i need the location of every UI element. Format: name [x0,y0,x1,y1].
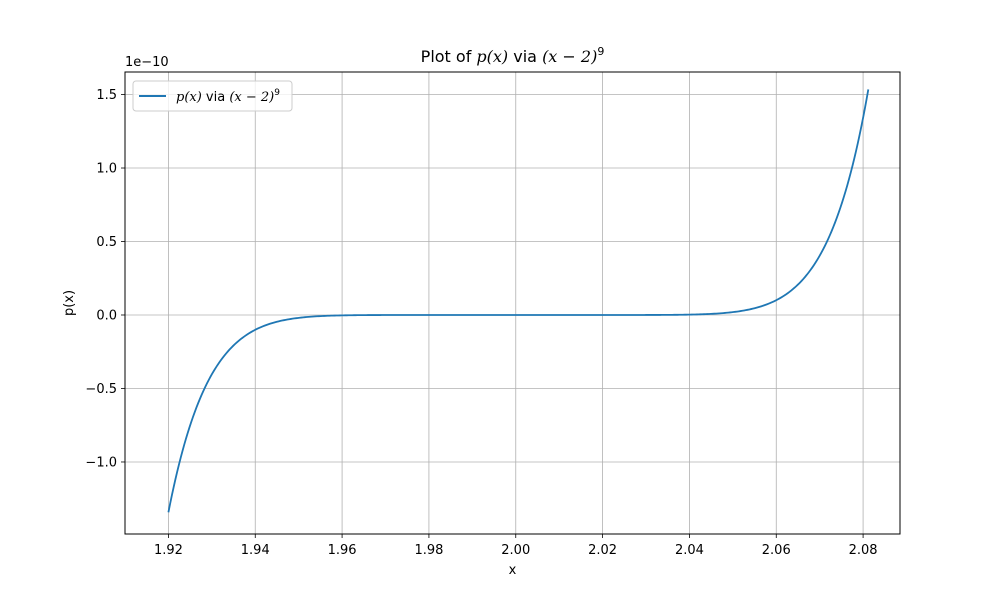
y-offset-text: 1e−10 [125,55,169,70]
x-tick-label: 2.08 [849,543,878,558]
legend-superscript: 9 [274,88,280,98]
series-line [167,89,870,513]
ticks: 1.92 1.94 1.96 1.98 2.00 2.02 2.04 2.06 2.08 −1.0… [85,88,877,558]
y-tick-label: −0.5 [85,382,117,397]
series-layer [167,89,870,513]
legend-box [132,80,293,112]
legend: p(x) via (x − 2)9 [132,80,293,112]
legend-math-p: p(x) [176,90,202,105]
y-tick-label: 0.5 [96,235,117,250]
plot-frame [124,71,901,535]
x-tick-label: 2.00 [501,543,530,558]
title-math-expr: (x − 2) [542,47,597,66]
y-tick-label: 1.5 [96,88,117,103]
x-tick-label: 1.98 [414,543,443,558]
grid [125,72,900,534]
x-tick-label: 1.96 [328,543,357,558]
y-tick-label: 1.0 [96,162,117,177]
legend-mid: via [202,90,230,105]
y-tick-label: 0.0 [96,308,117,323]
title-mid: via [508,47,542,66]
x-tick-label: 2.02 [588,543,617,558]
y-axis-label: p(x) [62,290,77,316]
chart-title: Plot of p(x) via (x − 2)9 [421,45,605,66]
legend-math-expr: (x − 2) [229,90,274,105]
x-tick-label: 2.06 [762,543,791,558]
legend-entry: p(x) via (x − 2)9 [176,88,280,105]
x-axis-label: x [509,563,517,578]
x-tick-label: 1.92 [154,543,183,558]
x-tick-label: 1.94 [241,543,270,558]
x-tick-label: 2.04 [675,543,704,558]
title-math-p: p(x) [476,47,508,66]
title-plain: Plot of [421,47,477,66]
y-tick-label: −1.0 [85,455,117,470]
title-superscript: 9 [597,45,604,58]
